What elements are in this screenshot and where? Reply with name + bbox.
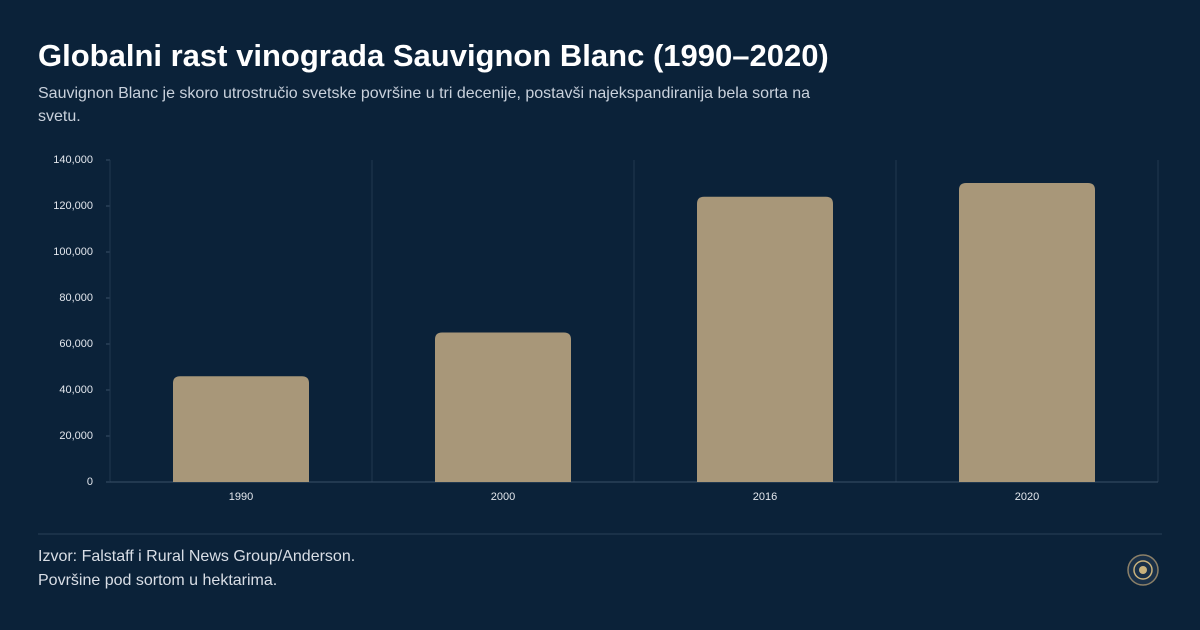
- y-tick-label: 80,000: [59, 292, 93, 304]
- x-tick-label: 2020: [1015, 491, 1039, 503]
- chart-subtitle: Sauvignon Blanc je skoro utrostručio sve…: [38, 85, 810, 125]
- x-tick-label: 2016: [753, 491, 777, 503]
- bar: [173, 376, 309, 482]
- logo: [1127, 554, 1159, 586]
- y-tick-label: 140,000: [53, 154, 93, 166]
- source-note: Površine pod sortom u hektarima.: [38, 572, 278, 589]
- bar: [959, 183, 1095, 482]
- y-tick-label: 0: [87, 476, 93, 488]
- y-tick-label: 120,000: [53, 200, 93, 212]
- chart-title: Globalni rast vinograda Sauvignon Blanc …: [38, 38, 829, 73]
- source-note: Izvor: Falstaff i Rural News Group/Ander…: [38, 548, 356, 565]
- x-tick-label: 2000: [491, 491, 515, 503]
- y-tick-label: 40,000: [59, 384, 93, 396]
- bar: [435, 332, 571, 482]
- y-tick-label: 60,000: [59, 338, 93, 350]
- bar: [697, 196, 833, 483]
- y-tick-label: 20,000: [59, 430, 93, 442]
- x-tick-label: 1990: [229, 491, 253, 503]
- y-tick-label: 100,000: [53, 246, 93, 258]
